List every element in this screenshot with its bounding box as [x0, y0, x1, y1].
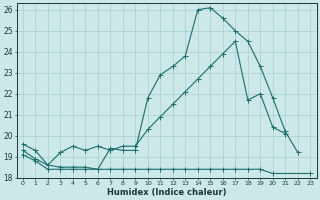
X-axis label: Humidex (Indice chaleur): Humidex (Indice chaleur)	[107, 188, 226, 197]
